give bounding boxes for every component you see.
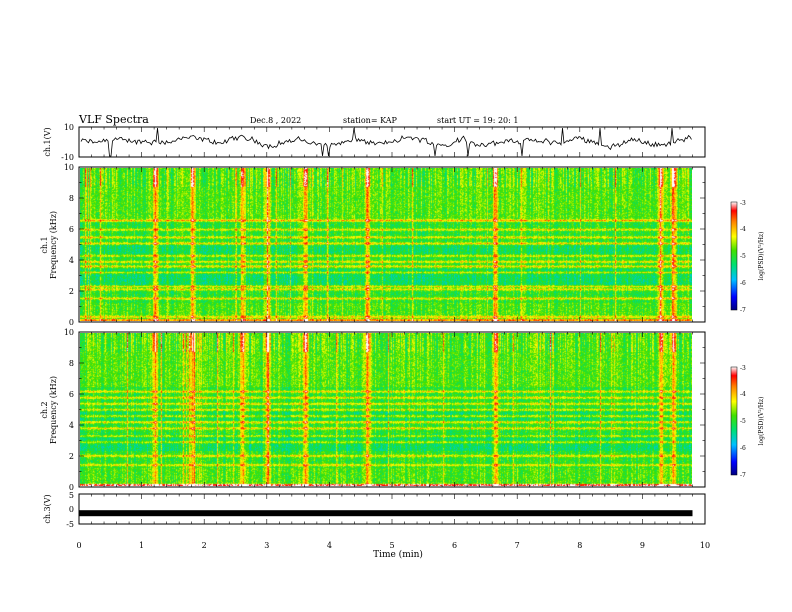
x-tick-label: 3 bbox=[264, 541, 269, 550]
x-tick-label: 2 bbox=[202, 541, 207, 550]
ch1-ytick-8: 8 bbox=[69, 194, 74, 203]
ch2-cb-tick-m5: -5 bbox=[740, 418, 746, 425]
x-tick-label: 8 bbox=[577, 541, 582, 550]
ch2-colorbar-gradient bbox=[730, 366, 738, 476]
x-tick-label: 5 bbox=[389, 541, 394, 550]
x-tick-label: 6 bbox=[452, 541, 457, 550]
ch2-cb-tick-m4: -4 bbox=[740, 391, 746, 398]
ch3-waveform-panel: 5 0 -5 ch.3(V) 0 1 2 3 4 5 6 7 8 9 10 Time (min) bbox=[43, 491, 710, 560]
ch2-spectrogram-panel: ch.2 Frequency (kHz) 10 8 6 4 2 0 bbox=[40, 328, 706, 492]
ch2-cb-tick-m7: -7 bbox=[740, 472, 746, 479]
x-tick-label: 9 bbox=[640, 541, 645, 550]
x-tick-label: 0 bbox=[76, 541, 81, 550]
ch3-ytick-5: 5 bbox=[69, 491, 74, 500]
ch1-ytick-0: 0 bbox=[69, 318, 74, 327]
ch1-colorbar-label: log(PSD)(V²/Hz) bbox=[758, 232, 765, 281]
ch2-cb-tick-m3: -3 bbox=[740, 365, 746, 372]
time-xlabel: Time (min) bbox=[373, 549, 423, 560]
ch2-ytick-6: 6 bbox=[69, 390, 74, 399]
ch3-ytick-neg5: -5 bbox=[66, 520, 74, 529]
ch2-spectrogram-image bbox=[80, 333, 692, 486]
ch1-frequency-ylabel: Frequency (kHz) bbox=[49, 211, 58, 279]
ch2-ytick-10: 10 bbox=[64, 328, 74, 337]
ch2-frequency-ylabel: Frequency (kHz) bbox=[49, 376, 58, 444]
ch1-colorbar: -3 -4 -5 -6 -7 log(PSD)(V²/Hz) bbox=[730, 200, 765, 314]
ch1-ytick-min: -10 bbox=[61, 153, 74, 162]
ch1-waveform-line bbox=[80, 127, 692, 157]
ch1-cb-tick-m5: -5 bbox=[740, 253, 746, 260]
ch1-ytick-4: 4 bbox=[69, 256, 74, 265]
ch1-ytick-max: 10 bbox=[64, 123, 74, 132]
ch1-cb-tick-m6: -6 bbox=[740, 280, 746, 287]
ch2-ytick-2: 2 bbox=[69, 452, 74, 461]
date-label: Dec.8 , 2022 bbox=[250, 116, 301, 125]
ch1-waveform-panel: 10 -10 ch.1(V) bbox=[43, 123, 706, 162]
ch1-cb-tick-m4: -4 bbox=[740, 226, 746, 233]
ch3-waveform-line bbox=[79, 510, 693, 517]
ch3-ytick-0: 0 bbox=[69, 505, 74, 514]
ch3-waveform-ylabel: ch.3(V) bbox=[43, 494, 52, 523]
ch1-spectrogram-label: ch.1 bbox=[40, 236, 49, 253]
ch1-ytick-10: 10 bbox=[64, 163, 74, 172]
ch1-colorbar-gradient bbox=[730, 201, 738, 311]
ch2-ytick-8: 8 bbox=[69, 359, 74, 368]
station-label: station= KAP bbox=[343, 116, 398, 125]
ch1-ytick-6: 6 bbox=[69, 225, 74, 234]
ch2-ytick-4: 4 bbox=[69, 421, 74, 430]
ch1-spectrogram-panel: ch.1 Frequency (kHz) 10 8 6 4 2 0 bbox=[40, 163, 706, 327]
ch2-colorbar-label: log(PSD)(V²/Hz) bbox=[758, 397, 765, 446]
ch1-ytick-2: 2 bbox=[69, 287, 74, 296]
ch2-cb-tick-m6: -6 bbox=[740, 445, 746, 452]
x-tick-label: 1 bbox=[139, 541, 144, 550]
figure-title: VLF Spectra bbox=[78, 113, 149, 126]
ch2-ytick-0: 0 bbox=[69, 483, 74, 492]
x-tick-label: 10 bbox=[700, 541, 710, 550]
ch2-spectrogram-label: ch.2 bbox=[40, 401, 49, 418]
ch2-colorbar: -3 -4 -5 -6 -7 log(PSD)(V²/Hz) bbox=[730, 365, 765, 479]
start-time-label: start UT = 19: 20: 1 bbox=[437, 116, 518, 125]
x-tick-label: 7 bbox=[515, 541, 520, 550]
ch1-waveform-ylabel: ch.1(V) bbox=[43, 127, 52, 156]
ch1-spectrogram-image bbox=[80, 168, 692, 321]
ch1-cb-tick-m7: -7 bbox=[740, 307, 746, 314]
x-tick-label: 4 bbox=[327, 541, 332, 550]
ch1-cb-tick-m3: -3 bbox=[740, 200, 746, 207]
